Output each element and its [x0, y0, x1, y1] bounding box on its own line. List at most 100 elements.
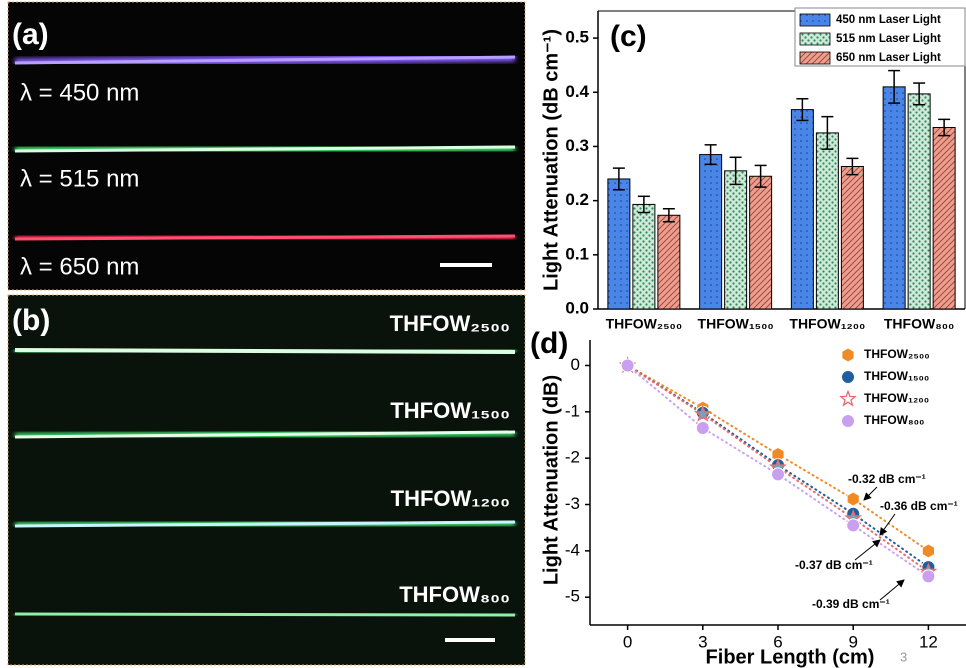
- bar: [932, 126, 956, 310]
- fiber: [14, 348, 516, 354]
- legend-swatch: [799, 13, 831, 27]
- y-tick-label: 0.0: [565, 298, 589, 317]
- y-tick-label: -1: [565, 401, 580, 420]
- legend-marker: [839, 389, 857, 407]
- photo-label: λ = 650 nm: [20, 253, 139, 280]
- annotation-arrow: [879, 579, 905, 601]
- legend-label: 515 nm Laser Light: [836, 33, 941, 45]
- bar: [882, 86, 906, 310]
- bar: [632, 203, 656, 310]
- point: [620, 358, 635, 373]
- photo-label: THFOW₁₅₀₀: [390, 398, 510, 423]
- error-bar: [796, 98, 809, 122]
- photo-label: THFOW₁₂₀₀: [391, 486, 510, 511]
- error-bar: [846, 157, 859, 176]
- panel-label: (d): [530, 327, 568, 360]
- photo-b: (b) THFOW₂₅₀₀ THFOW₁₅₀₀ THFOW₁₂₀₀ THFOW₈…: [7, 294, 526, 666]
- bar: [657, 214, 681, 310]
- bar: [724, 170, 748, 310]
- legend-label: THFOW₈₀₀: [864, 413, 924, 427]
- bar: [699, 154, 723, 310]
- bar: [607, 178, 631, 310]
- y-tick-label: 0.3: [565, 136, 589, 155]
- x-tick-label: THFOW₈₀₀: [884, 316, 955, 332]
- error-bar: [821, 115, 834, 150]
- y-tick-label: 0: [571, 355, 580, 374]
- legend-label: THFOW₁₂₀₀: [864, 391, 929, 405]
- y-tick-label: -3: [565, 494, 580, 513]
- error-bar: [662, 208, 675, 223]
- annotation-arrow: [863, 486, 878, 501]
- y-tick-label: 0.1: [565, 244, 589, 263]
- legend-marker: [841, 347, 855, 363]
- x-tick-label: 6: [773, 632, 782, 651]
- error-bar: [729, 156, 742, 186]
- panel-label: (a): [12, 18, 49, 51]
- annotation: -0.36 dB cm⁻¹: [880, 499, 958, 513]
- legend-label: THFOW₂₅₀₀: [864, 347, 930, 361]
- legend-label: THFOW₁₅₀₀: [864, 369, 929, 383]
- error-bar: [938, 118, 951, 137]
- error-bar: [754, 164, 767, 188]
- error-bar: [913, 82, 926, 106]
- error-bar: [637, 195, 650, 214]
- panel-label: (b): [12, 304, 50, 337]
- y-tick-label: -2: [565, 448, 580, 467]
- photo-a: (a) λ = 450 nm λ = 515 nm λ = 650 nm: [7, 1, 526, 291]
- annotation: -0.32 dB cm⁻¹: [848, 472, 926, 486]
- bar: [907, 93, 931, 310]
- legend-marker: [841, 414, 855, 428]
- legend-label: 650 nm Laser Light: [836, 52, 941, 64]
- fiber: [14, 234, 516, 241]
- y-tick-label: -5: [565, 587, 580, 606]
- point: [921, 569, 936, 584]
- legend-label: 450 nm Laser Light: [836, 14, 941, 26]
- x-tick-label: THFOW₁₂₀₀: [789, 316, 865, 332]
- fiber: [14, 55, 516, 65]
- fiber: [14, 145, 516, 153]
- x-tick-label: 12: [919, 632, 938, 651]
- point: [771, 467, 785, 482]
- error-bar: [704, 144, 717, 166]
- annotation-arrow: [879, 513, 896, 536]
- annotation: -0.37 dB cm⁻¹: [795, 558, 873, 572]
- point: [693, 404, 712, 422]
- fiber: [14, 520, 516, 528]
- panel-label: (c): [610, 20, 647, 53]
- point: [695, 421, 710, 436]
- x-tick-label: 0: [623, 632, 632, 651]
- point: [846, 518, 861, 533]
- y-tick-label: -4: [565, 540, 580, 559]
- y-tick-label: 0.5: [565, 28, 589, 47]
- legend-swatch: [799, 51, 831, 65]
- y-axis-label: Light Attenuation (dB): [540, 375, 562, 585]
- x-tick-label: THFOW₂₅₀₀: [606, 316, 683, 332]
- photo-label: λ = 515 nm: [20, 165, 139, 192]
- bar: [840, 166, 864, 310]
- photo-label: THFOW₂₅₀₀: [390, 311, 510, 336]
- fiber: [14, 430, 516, 439]
- error-bar: [612, 167, 625, 191]
- error-bar: [888, 69, 901, 104]
- page-number: 3: [900, 649, 907, 664]
- photo-label: λ = 450 nm: [20, 79, 139, 106]
- legend-marker: [841, 370, 855, 384]
- y-tick-label: 0.2: [565, 190, 589, 209]
- bar: [749, 175, 773, 310]
- photo-label: THFOW₈₀₀: [399, 582, 510, 607]
- fiber: [14, 612, 516, 617]
- x-tick-label: 9: [848, 632, 857, 651]
- x-axis-label: Fiber Length (cm): [706, 646, 875, 668]
- point: [846, 491, 860, 507]
- y-tick-label: 0.4: [565, 82, 589, 101]
- x-tick-label: THFOW₁₅₀₀: [698, 316, 774, 332]
- annotation-arrow: [854, 539, 881, 561]
- point: [921, 543, 935, 559]
- bar: [790, 109, 814, 310]
- annotation: -0.39 dB cm⁻¹: [812, 597, 890, 611]
- legend-swatch: [799, 32, 831, 46]
- x-tick-label: 3: [698, 632, 707, 651]
- bar: [815, 132, 839, 310]
